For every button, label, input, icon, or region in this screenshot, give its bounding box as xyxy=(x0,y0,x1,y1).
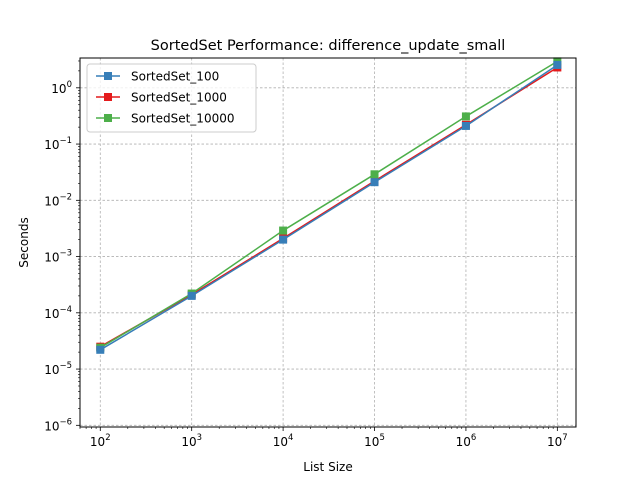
y-tick-label: 10−4 xyxy=(44,305,72,321)
y-axis-label: Seconds xyxy=(17,217,31,267)
legend-entry: SortedSet_10000 xyxy=(96,112,234,126)
y-tick-label: 10−2 xyxy=(44,192,72,208)
data-point xyxy=(187,291,196,300)
series-SortedSet_100 xyxy=(96,60,562,354)
legend-marker xyxy=(104,72,112,80)
legend-entry: SortedSet_1000 xyxy=(96,91,227,105)
data-point xyxy=(370,178,379,187)
legend-box xyxy=(86,63,257,133)
legend: SortedSet_100 SortedSet_1000 SortedSet_100… xyxy=(86,63,257,133)
legend-marker xyxy=(104,93,112,101)
y-tick-label: 10−1 xyxy=(44,136,72,152)
data-point xyxy=(461,112,470,121)
x-tick-label: 105 xyxy=(364,433,385,449)
x-tick-label: 104 xyxy=(273,433,294,449)
plot-area xyxy=(96,57,562,354)
chart-title: SortedSet Performance: difference_update… xyxy=(151,38,506,54)
y-tick-label: 10−6 xyxy=(44,417,72,433)
legend-entry: SortedSet_100 xyxy=(96,70,219,84)
legend-label: SortedSet_100 xyxy=(131,70,219,84)
data-point xyxy=(279,235,288,244)
legend-marker xyxy=(104,114,112,122)
legend-label: SortedSet_10000 xyxy=(131,112,234,126)
data-point xyxy=(279,226,288,235)
legend-label: SortedSet_1000 xyxy=(131,91,227,105)
x-tick-label: 102 xyxy=(90,433,111,449)
data-point xyxy=(370,170,379,179)
ticks: 102 103 104 105 106 107 10−6 10−5 10−4 10−3 10−2 10… xyxy=(44,60,568,449)
x-tick-label: 106 xyxy=(456,433,477,449)
data-point xyxy=(96,345,105,354)
y-tick-label: 100 xyxy=(51,80,72,96)
y-tick-label: 10−5 xyxy=(44,361,72,377)
x-axis-label: List Size xyxy=(303,460,352,474)
series-line xyxy=(99,64,558,351)
series-line xyxy=(99,60,558,349)
x-tick-label: 103 xyxy=(181,433,202,449)
x-tick-label: 107 xyxy=(547,433,568,449)
axes-frame xyxy=(79,57,577,428)
data-point xyxy=(461,121,470,130)
data-point xyxy=(553,60,562,69)
y-tick-label: 10−3 xyxy=(44,249,72,265)
